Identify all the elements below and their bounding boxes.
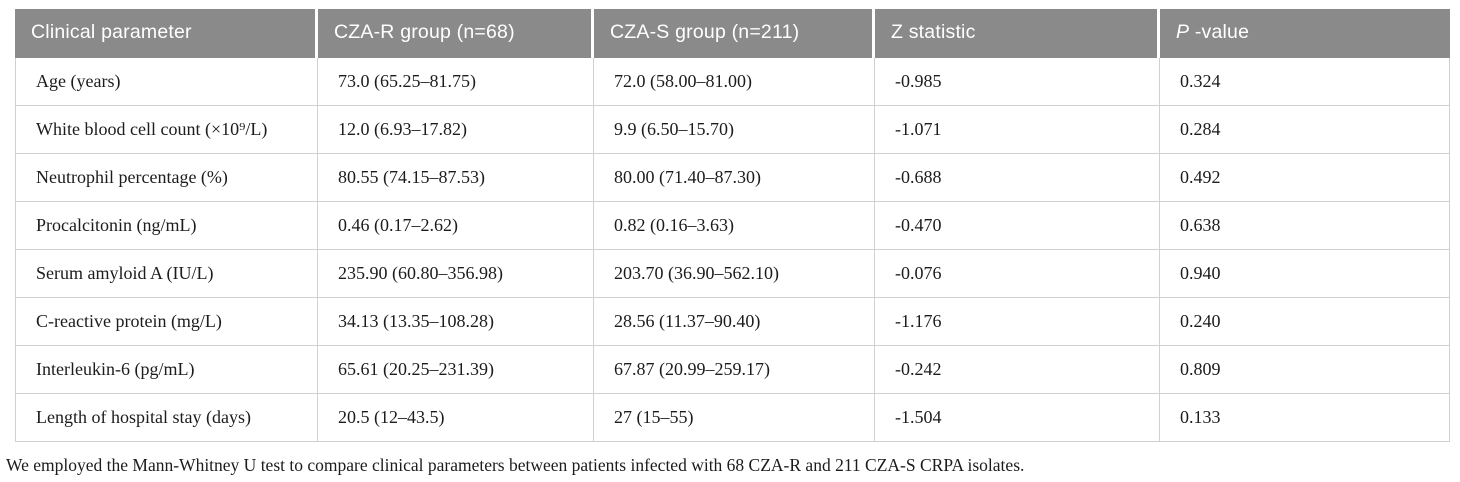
table-row: Neutrophil percentage (%) 80.55 (74.15–8… [15,154,1450,202]
cell-cza-r: 235.90 (60.80–356.98) [318,250,594,298]
column-header-cza-r-group: CZA-R group (n=68) [318,9,594,58]
cell-cza-r: 80.55 (74.15–87.53) [318,154,594,202]
cell-p-value: 0.324 [1160,58,1450,106]
cell-parameter: Age (years) [15,58,318,106]
cell-p-value: 0.638 [1160,202,1450,250]
cell-cza-r: 0.46 (0.17–2.62) [318,202,594,250]
table-body: Age (years) 73.0 (65.25–81.75) 72.0 (58.… [15,58,1450,442]
cell-cza-s: 27 (15–55) [594,394,875,442]
cell-cza-r: 20.5 (12–43.5) [318,394,594,442]
cell-p-value: 0.240 [1160,298,1450,346]
p-value-label-rest: -value [1189,21,1250,43]
cell-parameter: Length of hospital stay (days) [15,394,318,442]
table-row: White blood cell count (×10⁹/L) 12.0 (6.… [15,106,1450,154]
cell-cza-r: 12.0 (6.93–17.82) [318,106,594,154]
cell-parameter: Procalcitonin (ng/mL) [15,202,318,250]
cell-cza-s: 80.00 (71.40–87.30) [594,154,875,202]
cell-cza-r: 65.61 (20.25–231.39) [318,346,594,394]
cell-cza-r: 34.13 (13.35–108.28) [318,298,594,346]
cell-cza-s: 72.0 (58.00–81.00) [594,58,875,106]
table-row: Procalcitonin (ng/mL) 0.46 (0.17–2.62) 0… [15,202,1450,250]
cell-p-value: 0.940 [1160,250,1450,298]
clinical-parameters-table: Clinical parameter CZA-R group (n=68) CZ… [15,9,1450,442]
table-row: Serum amyloid A (IU/L) 235.90 (60.80–356… [15,250,1450,298]
cell-cza-s: 67.87 (20.99–259.17) [594,346,875,394]
cell-p-value: 0.492 [1160,154,1450,202]
table-row: C-reactive protein (mg/L) 34.13 (13.35–1… [15,298,1450,346]
column-header-p-value: P -value [1160,9,1450,58]
header-row: Clinical parameter CZA-R group (n=68) CZ… [15,9,1450,58]
cell-z-statistic: -0.688 [875,154,1160,202]
table-footnote: We employed the Mann-Whitney U test to c… [6,455,1025,475]
cell-z-statistic: -0.470 [875,202,1160,250]
cell-parameter: White blood cell count (×10⁹/L) [15,106,318,154]
cell-parameter: Neutrophil percentage (%) [15,154,318,202]
cell-z-statistic: -0.242 [875,346,1160,394]
cell-z-statistic: -0.076 [875,250,1160,298]
cell-parameter: Interleukin-6 (pg/mL) [15,346,318,394]
column-header-clinical-parameter: Clinical parameter [15,9,318,58]
clinical-parameters-page: Clinical parameter CZA-R group (n=68) CZ… [0,9,1460,482]
cell-p-value: 0.284 [1160,106,1450,154]
p-value-italic-letter: P [1176,21,1190,43]
cell-cza-s: 9.9 (6.50–15.70) [594,106,875,154]
column-header-z-statistic: Z statistic [875,9,1160,58]
cell-cza-s: 0.82 (0.16–3.63) [594,202,875,250]
table-row: Age (years) 73.0 (65.25–81.75) 72.0 (58.… [15,58,1450,106]
cell-p-value: 0.809 [1160,346,1450,394]
cell-z-statistic: -1.176 [875,298,1160,346]
cell-parameter: C-reactive protein (mg/L) [15,298,318,346]
table-row: Interleukin-6 (pg/mL) 65.61 (20.25–231.3… [15,346,1450,394]
cell-cza-s: 203.70 (36.90–562.10) [594,250,875,298]
table-row: Length of hospital stay (days) 20.5 (12–… [15,394,1450,442]
cell-cza-s: 28.56 (11.37–90.40) [594,298,875,346]
column-header-cza-s-group: CZA-S group (n=211) [594,9,875,58]
cell-z-statistic: -0.985 [875,58,1160,106]
cell-parameter: Serum amyloid A (IU/L) [15,250,318,298]
cell-z-statistic: -1.504 [875,394,1160,442]
table-header: Clinical parameter CZA-R group (n=68) CZ… [15,9,1450,58]
cell-cza-r: 73.0 (65.25–81.75) [318,58,594,106]
cell-p-value: 0.133 [1160,394,1450,442]
cell-z-statistic: -1.071 [875,106,1160,154]
